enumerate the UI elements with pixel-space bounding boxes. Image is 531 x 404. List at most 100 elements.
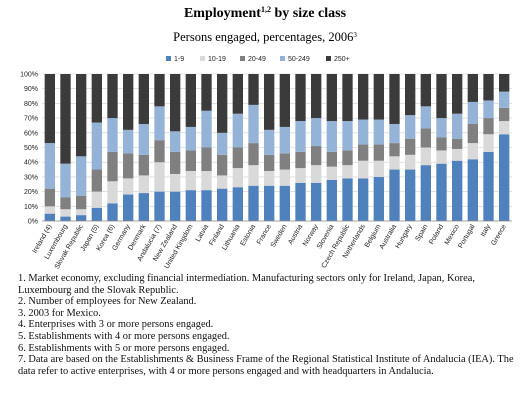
bar-segment (436, 150, 447, 164)
legend-swatch (200, 56, 205, 61)
bar-segment (498, 91, 510, 108)
bar-segment (138, 154, 150, 176)
bar-segment (483, 100, 494, 119)
bar-segment (91, 207, 103, 221)
bar-segment (420, 106, 432, 129)
bar-segment (185, 171, 197, 191)
bar-segment (373, 119, 385, 145)
bar-segment (232, 187, 244, 221)
bar-segment (295, 182, 306, 221)
bar-segment (263, 129, 275, 155)
bar-segment (201, 171, 212, 191)
bar-segment (389, 156, 400, 170)
bar-segment (107, 118, 118, 152)
bar-segment (185, 190, 197, 221)
bar-segment (404, 169, 416, 221)
bar-segment (138, 175, 150, 194)
bar-segment (279, 169, 291, 186)
bar-segment (498, 107, 510, 122)
bar-segment (373, 74, 385, 120)
bar-segment (60, 197, 71, 210)
bar-segment (310, 182, 322, 221)
x-tick-label: Latvia (195, 223, 210, 243)
bar-segment (467, 101, 479, 124)
footnote: 2. Number of employees for New Zealand. (18, 296, 197, 308)
bar-segment (436, 163, 447, 221)
bar-segment (389, 143, 400, 157)
bar-segment (467, 159, 479, 221)
bar-segment (122, 153, 134, 179)
bar-segment (154, 106, 165, 141)
chart: Employment1,2 by size class Persons enga… (20, 5, 512, 270)
bar-segment (357, 144, 369, 161)
bar-segment (44, 74, 56, 144)
bar-segment (436, 137, 447, 151)
y-tick-label: 80% (24, 101, 38, 108)
bar-segment (498, 121, 510, 135)
bar-segment (169, 74, 181, 132)
bar-segment (138, 123, 150, 155)
bar-segment (107, 74, 118, 119)
y-tick-label: 30% (24, 174, 38, 181)
bar-segment (342, 121, 353, 151)
bar-segment (279, 185, 291, 221)
bar-segment (44, 143, 56, 189)
bar-segment (310, 165, 322, 183)
bar-segment (232, 147, 244, 169)
bar-segment (310, 74, 322, 119)
bar-segment (185, 74, 197, 127)
bar-segment (451, 138, 463, 149)
bar-segment (138, 74, 150, 124)
bar-segment (248, 104, 259, 144)
y-tick-label: 50% (24, 145, 38, 152)
bar-segment (279, 126, 291, 154)
x-tick-label: Italy (480, 223, 493, 238)
bar-segment (326, 166, 338, 180)
bar-segment (263, 185, 275, 221)
bar-segment (342, 150, 353, 166)
bar-segment (107, 181, 118, 204)
bar-segment (467, 123, 479, 144)
bar-segment (107, 203, 118, 221)
title-text: by size class (271, 6, 347, 21)
bar-segment (295, 121, 306, 152)
bar-segment (373, 160, 385, 177)
bar-segment (404, 138, 416, 155)
bar-segment (248, 185, 259, 221)
legend-label: 10-19 (208, 56, 226, 63)
bar-segment (201, 110, 212, 148)
bar-segment (91, 191, 103, 208)
bar-segment (154, 162, 165, 192)
bar-segment (169, 191, 181, 221)
bar-segment (263, 74, 275, 130)
subtitle-sup: 3 (353, 31, 357, 39)
bar-segment (295, 151, 306, 169)
bar-segment (420, 74, 432, 107)
bar-segment (232, 113, 244, 148)
bar-segment (60, 74, 71, 164)
bar-segment (154, 191, 165, 221)
bar-segment (44, 206, 56, 214)
bar-segment (107, 151, 118, 182)
bar-segment (60, 209, 71, 217)
bar-segment (138, 193, 150, 221)
bar-segment (483, 151, 494, 221)
chart-subtitle: Persons engaged, percentages, 20063 (173, 30, 357, 44)
legend-label: 50-249 (288, 56, 310, 63)
bar-segment (404, 154, 416, 170)
bar-segment (216, 74, 228, 133)
bar-segment (451, 148, 463, 161)
footnote: 6. Establishments with 5 or more persons… (18, 342, 230, 354)
bar-segment (154, 74, 165, 107)
bar-segment (201, 147, 212, 172)
bar-segment (232, 168, 244, 188)
bar-segment (389, 74, 400, 124)
bar-segment (248, 74, 259, 105)
title-sup: 1,2 (261, 5, 271, 14)
footnote: 1. Market economy, excluding financial i… (18, 273, 475, 296)
legend-swatch (166, 56, 171, 61)
bar-segment (75, 196, 87, 210)
footnote: 7. Data are based on the Establishments … (18, 354, 514, 377)
subtitle-text: Persons engaged, percentages, 2006 (173, 30, 353, 44)
